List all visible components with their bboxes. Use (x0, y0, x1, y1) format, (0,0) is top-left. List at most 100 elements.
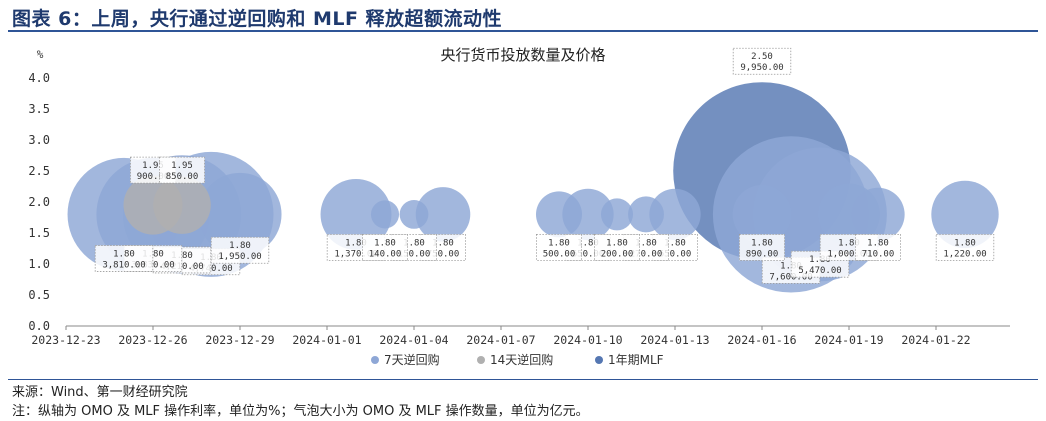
data-label: 1.801,220.00 (935, 233, 995, 261)
x-tick-label: 2023-12-26 (118, 333, 187, 347)
data-label-rate: 1.95 (171, 161, 193, 171)
data-label-rate: 1.80 (838, 238, 860, 248)
x-tick-label: 2024-01-22 (901, 333, 970, 347)
data-label-box (210, 236, 270, 264)
data-label-rate: 1.80 (403, 238, 425, 248)
y-tick-label: 3.0 (28, 133, 50, 147)
data-label-box (158, 156, 205, 184)
data-label: 1.803,810.00 (94, 245, 154, 272)
data-label-amount: 9,950.00 (740, 63, 783, 73)
data-label-rate: 1.80 (432, 238, 454, 248)
data-label-rate: 1.80 (374, 238, 396, 248)
data-label-rate: 1.95 (142, 161, 164, 171)
data-label-amount: 1,370.00 (334, 249, 377, 259)
data-label-amount: 1,220.00 (943, 249, 986, 259)
data-label-rate: 1.80 (171, 251, 193, 261)
data-label-box (361, 233, 408, 261)
data-label-rate: 1.80 (664, 238, 686, 248)
data-label-box (739, 233, 786, 261)
legend-marker (595, 356, 603, 364)
data-label-rate: 1.80 (606, 238, 628, 248)
data-label-amount: 900.00 (137, 172, 170, 182)
bubble-chart: 央行货币投放数量及价格 % 2.509,950.001.807,600.001.… (28, 46, 1010, 367)
data-label-rate: 1.80 (113, 249, 135, 259)
x-tick-label: 2023-12-23 (31, 333, 100, 347)
bubble-7天逆回购 (628, 196, 664, 233)
footer-rule (8, 379, 1038, 380)
legend-label: 1年期MLF (608, 353, 664, 367)
data-label-box (855, 233, 902, 261)
data-label-layer: 2.509,950.001.807,600.001.805,470.001.80… (94, 47, 995, 284)
data-label-rate: 1.80 (229, 241, 251, 251)
data-label-box (732, 47, 792, 75)
data-label-amount: 650.00 (659, 249, 692, 259)
x-tick-label: 2024-01-16 (727, 333, 796, 347)
source-note: 来源：Wind、第一财经研究院 (12, 385, 188, 400)
chart-title: 央行货币投放数量及价格 (440, 46, 605, 64)
data-label-box (935, 233, 995, 261)
y-tick-label: 0.0 (28, 319, 50, 333)
data-label-amount: 500.00 (543, 249, 576, 259)
data-label-rate: 1.80 (867, 238, 889, 248)
data-label-amount: 1,000.00 (827, 249, 870, 259)
bubble-7天逆回购 (600, 198, 634, 231)
x-tick-label: 2024-01-04 (379, 333, 448, 347)
figure-title: 图表 6：上周，央行通过逆回购和 MLF 释放超额流动性 (12, 8, 503, 30)
data-label-rate: 1.80 (548, 238, 570, 248)
y-tick-label: 0.5 (28, 288, 50, 302)
y-axis-unit: % (37, 48, 44, 61)
data-label-amount: 850.00 (166, 172, 199, 182)
data-label-amount: 1,950.00 (218, 252, 261, 262)
legend-marker (371, 356, 379, 364)
data-label: 2.509,950.00 (732, 47, 792, 75)
bubble-7天逆回购 (415, 187, 471, 242)
data-label-amount: 3,810.00 (102, 260, 145, 270)
x-tick-label: 2024-01-10 (553, 333, 622, 347)
bubble-7天逆回购 (198, 172, 282, 256)
data-label-amount: 890.00 (746, 249, 779, 259)
bubble-7天逆回购 (732, 185, 792, 244)
x-tick-label: 2024-01-07 (466, 333, 535, 347)
axes-layer: 0.0 0.5 1.0 1.5 2.0 2.5 3.0 3.5 4.0 2023-12-23 202… (28, 71, 1010, 347)
explanatory-note: 注：纵轴为 OMO 及 MLF 操作利率，单位为%；气泡大小为 OMO 及 ML… (12, 404, 589, 419)
data-label-rate: 1.80 (577, 238, 599, 248)
data-label-amount: 5,470.00 (798, 266, 841, 276)
chart-container: 央行货币投放数量及价格 % 2.50 9,950.00 1.80 7,600.00 1.… (0, 32, 1046, 377)
data-label-amount: 200.00 (601, 249, 634, 259)
data-label-rate: 2.50 (751, 52, 773, 62)
data-label-box (94, 245, 154, 272)
x-tick-label: 2023-12-29 (205, 333, 274, 347)
bubble-7天逆回购 (851, 187, 905, 242)
data-label-amount: 150.00 (398, 249, 431, 259)
legend-marker (477, 356, 485, 364)
y-tick-label: 2.0 (28, 195, 50, 209)
data-label-rate: 1.80 (954, 238, 976, 248)
title-rule (8, 30, 1038, 32)
data-label-amount: 3,830.00 (131, 261, 174, 271)
bubble-7天逆回购 (535, 191, 583, 238)
data-label-box (594, 233, 641, 261)
data-label-amount: 650.00 (572, 249, 605, 259)
y-tick-label: 3.5 (28, 102, 50, 116)
legend-label: 14天逆回购 (490, 352, 553, 367)
x-tick-label: 2024-01-13 (640, 333, 709, 347)
legend-label: 7天逆回购 (384, 352, 440, 367)
data-label-box (536, 233, 583, 261)
data-label-amount: 710.00 (862, 249, 895, 259)
bubble-7天逆回购 (320, 178, 392, 250)
data-label-rate: 1.80 (635, 238, 657, 248)
data-label-amount: 270.00 (630, 249, 663, 259)
data-label-rate: 1.80 (780, 261, 802, 271)
legend: 7天逆回购 14天逆回购 1年期MLF (371, 352, 664, 367)
x-tick-label: 2024-01-19 (814, 333, 883, 347)
bubble-14天逆回购 (153, 176, 211, 234)
data-label-rate: 1.80 (345, 238, 367, 248)
y-tick-label: 1.5 (28, 226, 50, 240)
data-label-rate: 1.80 (200, 253, 222, 263)
